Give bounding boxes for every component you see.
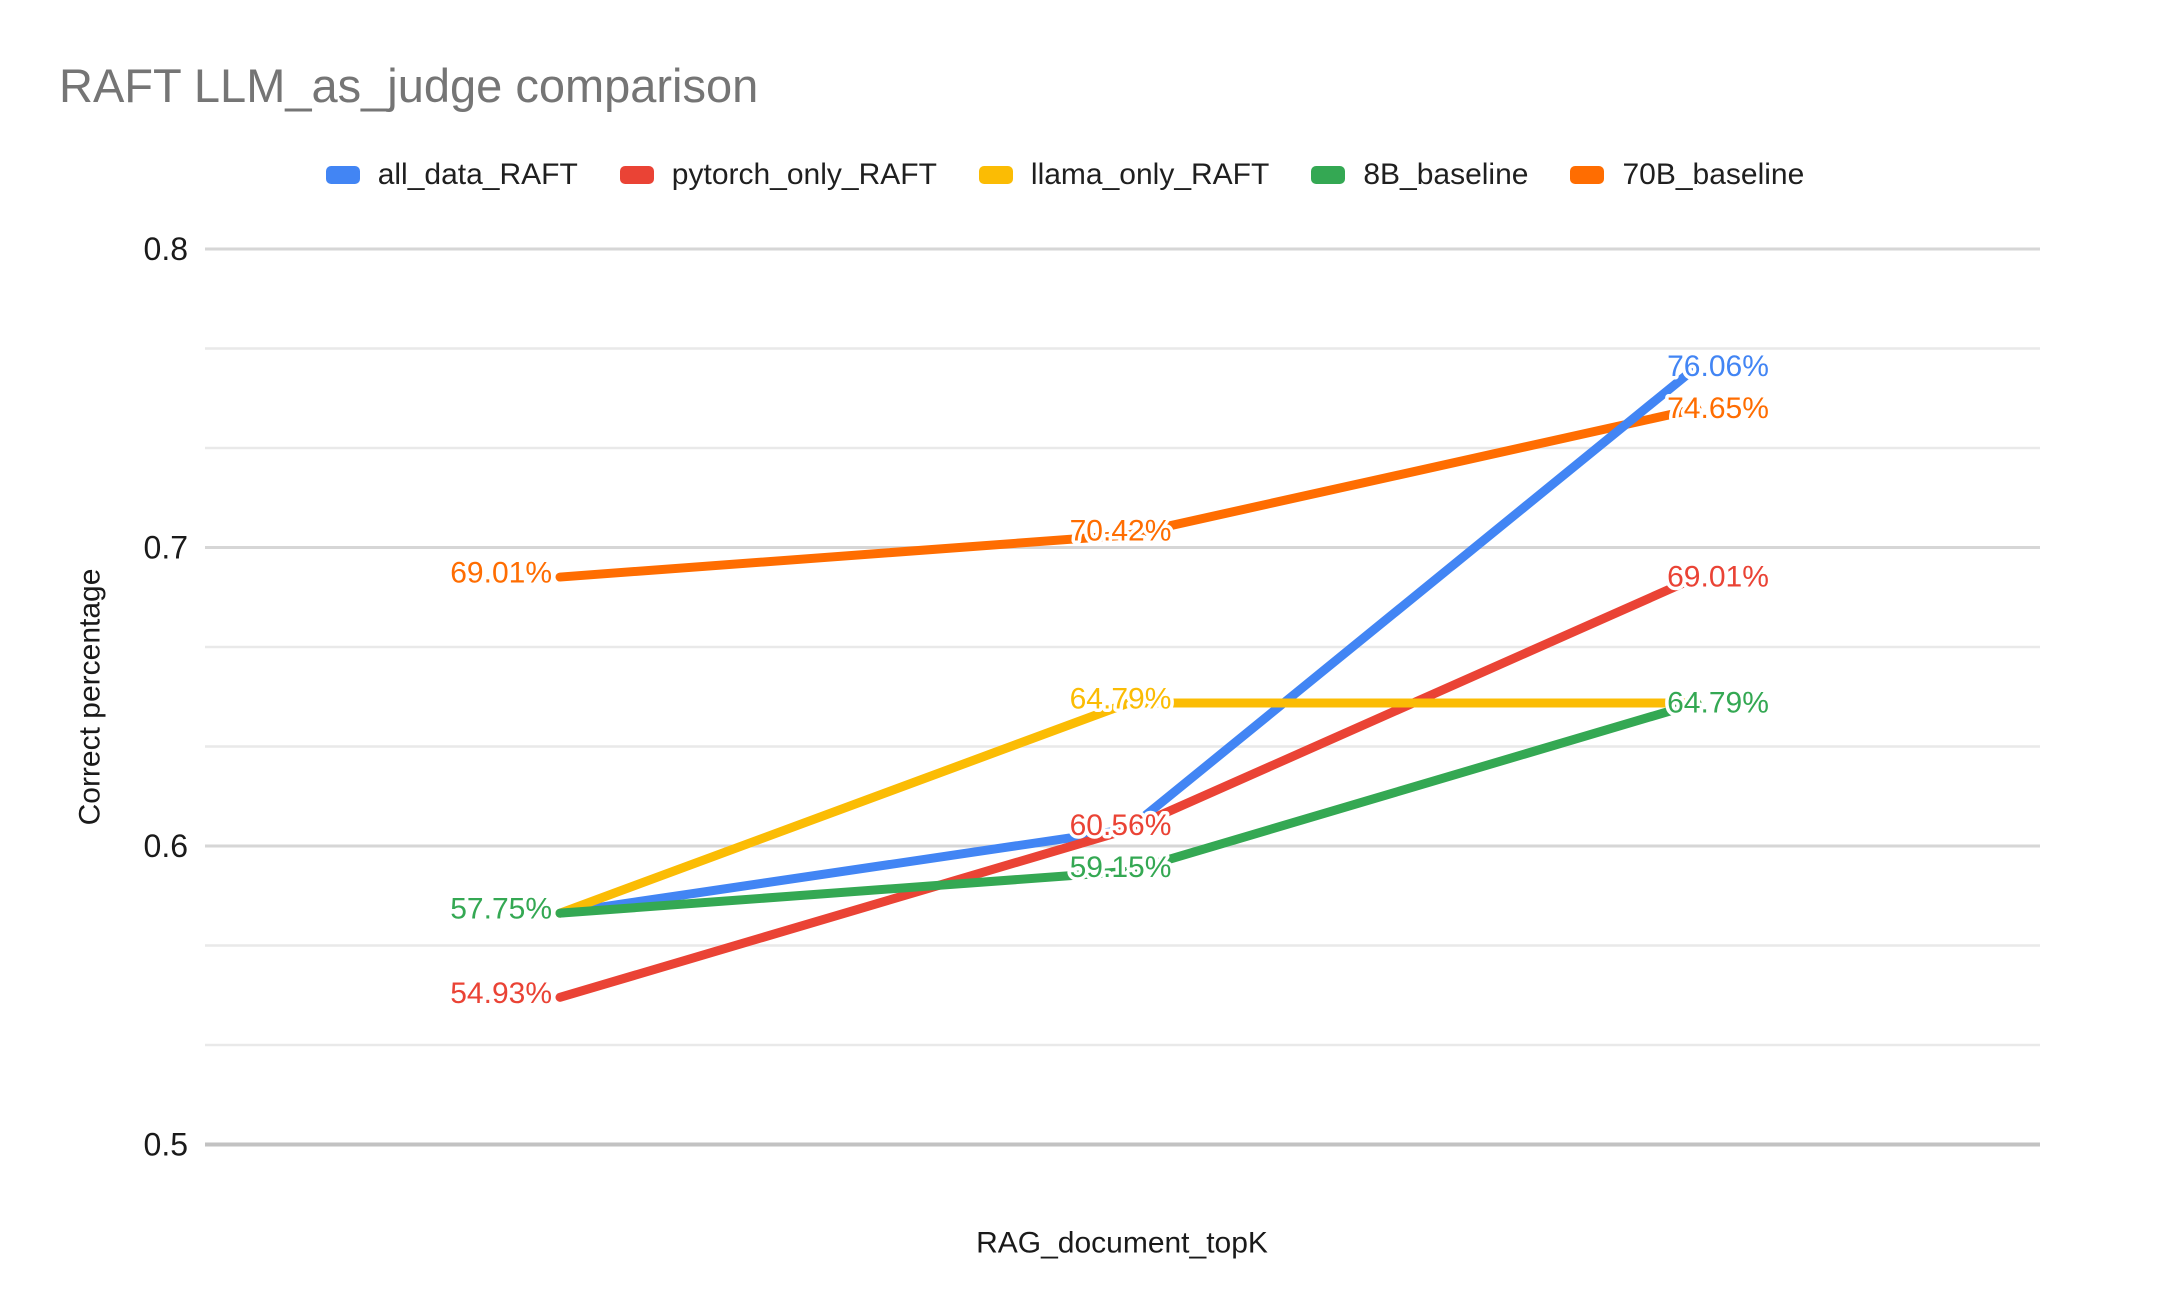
y-tick-label: 0.5 <box>144 1127 188 1163</box>
x-axis-title: RAG_document_topK <box>976 1227 1268 1260</box>
data-label-8B_baseline: 57.75% <box>450 893 552 926</box>
series-line-70B_baseline <box>555 404 1702 582</box>
legend-label: 70B_baseline <box>1622 158 1805 191</box>
legend-item-8B_baseline: 8B_baseline <box>1311 158 1528 192</box>
y-tick-label: 0.7 <box>144 530 188 566</box>
data-label-70B_baseline: 70.42% <box>1070 514 1172 547</box>
chart-title: RAFT LLM_as_judge comparison <box>59 59 759 112</box>
legend-label: all_data_RAFT <box>377 158 578 191</box>
data-label-pytorch_only_RAFT: 69.01% <box>1667 561 1769 594</box>
legend-swatch-icon <box>325 166 360 184</box>
data-label-llama_only_RAFT: 64.79% <box>1070 683 1172 716</box>
legend-swatch-icon <box>1570 166 1605 184</box>
legend-label: llama_only_RAFT <box>1030 158 1270 191</box>
series-line-8B_baseline <box>555 698 1702 918</box>
data-label-pytorch_only_RAFT: 60.56% <box>1070 809 1172 842</box>
legend-swatch-icon <box>978 166 1013 184</box>
data-label-pytorch_only_RAFT: 54.93% <box>450 977 552 1010</box>
data-label-70B_baseline: 69.01% <box>450 557 552 590</box>
data-label-8B_baseline: 59.15% <box>1070 851 1172 884</box>
data-label-70B_baseline: 74.65% <box>1667 392 1769 425</box>
series-line-llama_only_RAFT <box>555 698 1702 918</box>
y-axis-title: Correct percentage <box>74 569 107 826</box>
data-label-all_data_RAFT: 76.06% <box>1667 350 1769 383</box>
legend-swatch-icon <box>619 166 654 184</box>
legend: all_data_RAFT pytorch_only_RAFT llama_only… <box>0 158 2144 192</box>
y-tick-label: 0.6 <box>144 828 188 864</box>
legend-item-llama_only_RAFT: llama_only_RAFT <box>978 158 1270 192</box>
legend-item-pytorch_only_RAFT: pytorch_only_RAFT <box>619 158 937 192</box>
y-tick-label: 0.8 <box>144 231 188 267</box>
legend-label: 8B_baseline <box>1363 158 1529 191</box>
data-label-8B_baseline: 64.79% <box>1667 687 1769 720</box>
legend-item-all_data_RAFT: all_data_RAFT <box>325 158 578 192</box>
legend-item-70B_baseline: 70B_baseline <box>1570 158 1804 192</box>
legend-swatch-icon <box>1311 166 1346 184</box>
legend-label: pytorch_only_RAFT <box>671 158 937 191</box>
series-line-pytorch_only_RAFT <box>555 572 1702 1002</box>
